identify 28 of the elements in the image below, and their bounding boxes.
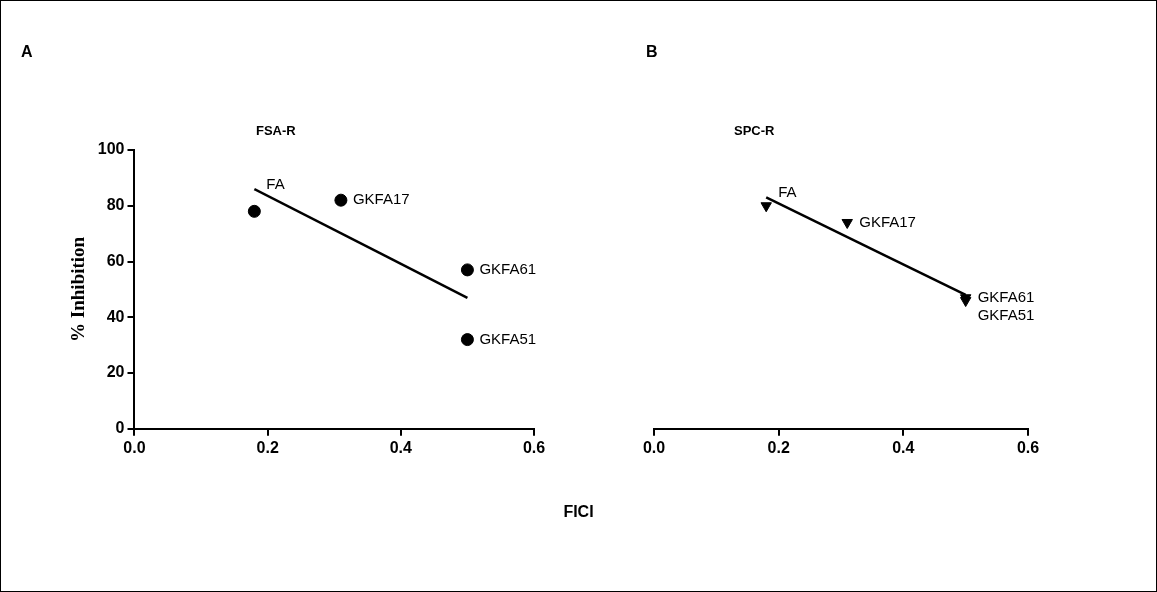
x-tick-label: 0.4 (892, 438, 915, 456)
y-tick-label: 20 (106, 363, 125, 381)
x-tick-label: 0.0 (642, 438, 666, 456)
annotation: GKFA17 (859, 212, 916, 230)
annotation: GKFA61 (479, 260, 537, 278)
annotation: FA (266, 175, 285, 193)
annotation: GKFA51 (977, 305, 1035, 323)
chart-subtitle: FSA-R (256, 123, 296, 138)
x-tick-label: 0.0 (123, 438, 146, 456)
y-tick-label: 80 (106, 196, 125, 214)
annotation: FA (778, 183, 797, 201)
x-tick-label: 0.2 (256, 438, 279, 456)
x-tick-label: 0.2 (767, 438, 790, 456)
y-tick-label: 0 (115, 419, 125, 437)
chart-title: A (21, 43, 33, 61)
x-tick-label: 0.6 (522, 438, 546, 456)
chart-title: B (646, 43, 658, 61)
x-axis-title: FICI (562, 503, 595, 521)
y-axis-title: % Inhibition (67, 236, 89, 342)
x-tick-label: 0.6 (1016, 438, 1040, 456)
x-tick-label: 0.4 (389, 438, 413, 456)
y-tick-label: 40 (106, 307, 125, 325)
y-tick-label: 60 (106, 251, 125, 269)
y-tick-label: 100 (97, 140, 125, 158)
chart-subtitle: SPC-R (734, 123, 775, 138)
annotation: GKFA61 (977, 287, 1035, 305)
annotation: GKFA17 (352, 190, 410, 208)
annotation: GKFA51 (479, 329, 537, 347)
